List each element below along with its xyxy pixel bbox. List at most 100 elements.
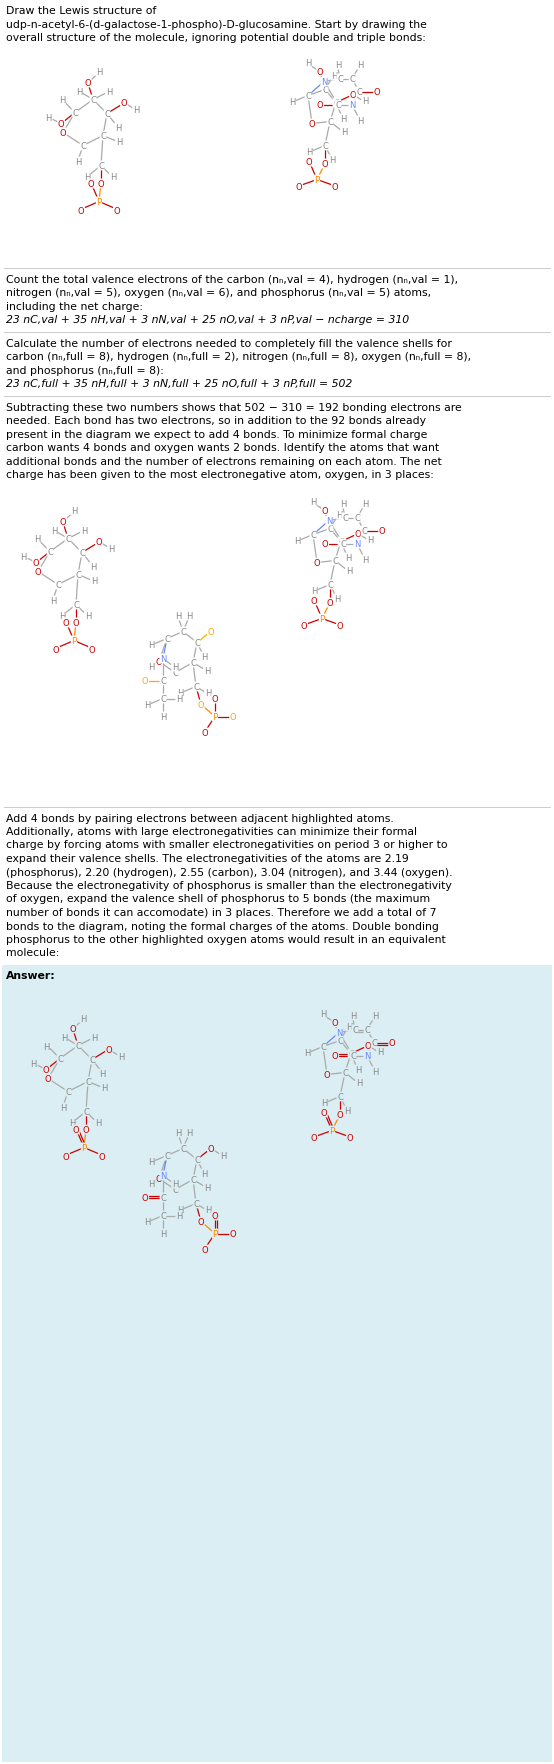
Text: O: O bbox=[58, 120, 64, 129]
Text: C: C bbox=[85, 1078, 91, 1087]
Text: O: O bbox=[63, 619, 69, 628]
Text: O: O bbox=[142, 677, 148, 686]
Text: udp-n-acetyl-6-(d-galactose-1-phospho)-D-glucosamine. Start by drawing the: udp-n-acetyl-6-(d-galactose-1-phospho)-D… bbox=[6, 19, 427, 30]
Text: Because the electronegativity of phosphorus is smaller than the electronegativit: Because the electronegativity of phospho… bbox=[6, 880, 452, 891]
Text: H: H bbox=[201, 653, 207, 662]
Text: C: C bbox=[349, 74, 355, 85]
Text: H: H bbox=[148, 1157, 154, 1166]
Text: O: O bbox=[78, 206, 84, 215]
Text: nitrogen (nₙ,val = 5), oxygen (nₙ,val = 6), and phosphorus (nₙ,val = 5) atoms,: nitrogen (nₙ,val = 5), oxygen (nₙ,val = … bbox=[6, 288, 431, 298]
Text: H: H bbox=[81, 527, 87, 536]
Text: H: H bbox=[91, 1034, 97, 1043]
Text: H: H bbox=[205, 688, 211, 697]
Text: Calculate the number of electrons needed to completely fill the valence shells f: Calculate the number of electrons needed… bbox=[6, 339, 452, 348]
Text: O: O bbox=[347, 1132, 353, 1143]
Text: H: H bbox=[176, 695, 182, 704]
Text: O: O bbox=[321, 1108, 327, 1117]
Text: O: O bbox=[332, 1018, 338, 1027]
Text: Count the total valence electrons of the carbon (nₙ,val = 4), hydrogen (nₙ,val =: Count the total valence electrons of the… bbox=[6, 275, 458, 284]
Text: O: O bbox=[202, 729, 208, 737]
Text: H: H bbox=[160, 1230, 166, 1238]
Text: C: C bbox=[361, 527, 367, 536]
Text: O: O bbox=[63, 1152, 69, 1161]
Text: C: C bbox=[333, 99, 339, 108]
Text: O: O bbox=[327, 598, 334, 607]
Text: H: H bbox=[99, 1069, 105, 1078]
Text: O: O bbox=[317, 69, 324, 78]
Text: C: C bbox=[55, 580, 61, 589]
Text: H: H bbox=[320, 1009, 326, 1018]
Text: C: C bbox=[350, 1051, 356, 1060]
Text: C: C bbox=[90, 95, 96, 104]
Text: O: O bbox=[83, 1125, 89, 1134]
Text: H: H bbox=[362, 97, 368, 106]
Text: O: O bbox=[309, 120, 315, 129]
Text: H: H bbox=[59, 95, 65, 104]
Text: C: C bbox=[172, 669, 178, 677]
Text: H: H bbox=[340, 499, 346, 508]
Text: C: C bbox=[65, 534, 71, 543]
Text: C: C bbox=[354, 513, 360, 522]
Text: H: H bbox=[289, 99, 295, 108]
Text: C: C bbox=[89, 1055, 95, 1064]
FancyBboxPatch shape bbox=[2, 965, 552, 1762]
Text: H: H bbox=[336, 512, 342, 520]
Text: C: C bbox=[305, 92, 311, 101]
Text: O: O bbox=[208, 628, 214, 637]
Text: carbon wants 4 bonds and oxygen wants 2 bonds. Identify the atoms that want: carbon wants 4 bonds and oxygen wants 2 … bbox=[6, 443, 439, 453]
Text: H: H bbox=[34, 534, 40, 543]
Text: H: H bbox=[45, 115, 51, 123]
Text: H: H bbox=[335, 62, 341, 71]
Text: C: C bbox=[164, 1152, 170, 1161]
Text: H: H bbox=[362, 499, 368, 508]
Text: C: C bbox=[104, 109, 110, 118]
Text: C: C bbox=[340, 540, 346, 549]
Text: O: O bbox=[89, 646, 95, 654]
Text: H: H bbox=[356, 1078, 362, 1087]
Text: H: H bbox=[101, 1083, 107, 1092]
Text: O: O bbox=[311, 1132, 317, 1143]
Text: and phosphorus (nₙ,full = 8):: and phosphorus (nₙ,full = 8): bbox=[6, 365, 164, 376]
Text: H: H bbox=[340, 115, 346, 123]
Text: molecule:: molecule: bbox=[6, 947, 59, 958]
Text: C: C bbox=[371, 1039, 377, 1048]
Text: P: P bbox=[314, 176, 320, 185]
Text: H: H bbox=[85, 612, 91, 621]
Text: charge has been given to the most electronegative atom, oxygen, in 3 places:: charge has been given to the most electr… bbox=[6, 469, 434, 480]
Text: N: N bbox=[354, 540, 360, 549]
Text: C: C bbox=[352, 1025, 358, 1034]
Text: H: H bbox=[346, 566, 352, 575]
Text: P: P bbox=[71, 637, 76, 646]
Text: charge by forcing atoms with smaller electronegativities on period 3 or higher t: charge by forcing atoms with smaller ele… bbox=[6, 840, 448, 850]
Text: O: O bbox=[202, 1245, 208, 1254]
Text: C: C bbox=[337, 1037, 343, 1046]
Text: Add 4 bonds by pairing electrons between adjacent highlighted atoms.: Add 4 bonds by pairing electrons between… bbox=[6, 813, 394, 824]
Text: H: H bbox=[175, 612, 181, 621]
Text: O: O bbox=[45, 1074, 52, 1083]
Text: C: C bbox=[327, 580, 333, 589]
Text: O: O bbox=[60, 517, 66, 527]
Text: C: C bbox=[100, 132, 106, 141]
Text: O: O bbox=[317, 101, 324, 109]
Text: O: O bbox=[301, 621, 307, 632]
Text: C: C bbox=[160, 1212, 166, 1221]
Text: C: C bbox=[194, 639, 200, 647]
Text: H: H bbox=[177, 1205, 183, 1214]
Text: C: C bbox=[72, 109, 78, 118]
Text: H: H bbox=[144, 1217, 150, 1226]
Text: C: C bbox=[348, 1050, 354, 1058]
Text: C: C bbox=[65, 1087, 71, 1097]
Text: H: H bbox=[91, 577, 97, 586]
Text: C: C bbox=[194, 1155, 200, 1164]
Text: H: H bbox=[304, 1048, 310, 1057]
Text: H: H bbox=[344, 1106, 350, 1115]
Text: of oxygen, expand the valence shell of phosphorus to 5 bonds (the maximum: of oxygen, expand the valence shell of p… bbox=[6, 894, 430, 903]
Text: H: H bbox=[50, 596, 56, 605]
Text: H: H bbox=[69, 1118, 75, 1127]
Text: C: C bbox=[47, 547, 53, 557]
Text: C: C bbox=[342, 1069, 348, 1078]
Text: C: C bbox=[337, 1092, 343, 1101]
Text: O: O bbox=[156, 1175, 162, 1184]
Text: O: O bbox=[156, 658, 162, 667]
Text: O: O bbox=[322, 540, 329, 549]
